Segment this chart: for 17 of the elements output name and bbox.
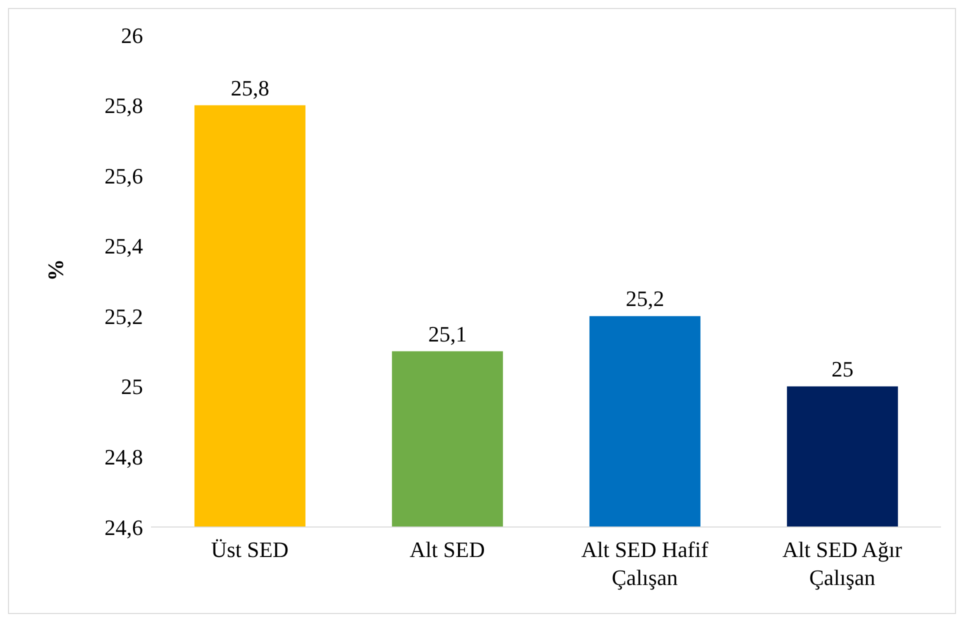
y-tick-label: 25,2 — [104, 304, 143, 329]
y-tick-label: 25 — [121, 374, 143, 400]
y-tick-label: 25,6 — [104, 163, 143, 188]
data-label: 25 — [831, 356, 854, 382]
x-tick-label: Üst SED — [210, 537, 289, 562]
y-axis-title: % — [42, 259, 68, 281]
y-tick-label: 26 — [121, 22, 143, 48]
x-tick-label: Alt SED — [410, 537, 485, 562]
y-tick-label: 25,4 — [104, 234, 143, 259]
y-tick-label: 24,6 — [104, 514, 143, 540]
data-label: 25,8 — [230, 75, 270, 100]
x-tick-label: Alt SED Ağır Çalışan — [782, 537, 903, 590]
y-tick-label: 24,8 — [104, 444, 143, 470]
x-tick-label: Alt SED Hafif Çalışan — [581, 537, 709, 590]
y-tick-label: 25,8 — [104, 93, 143, 118]
data-label: 25,1 — [428, 321, 467, 346]
data-label: 25,2 — [626, 286, 664, 312]
